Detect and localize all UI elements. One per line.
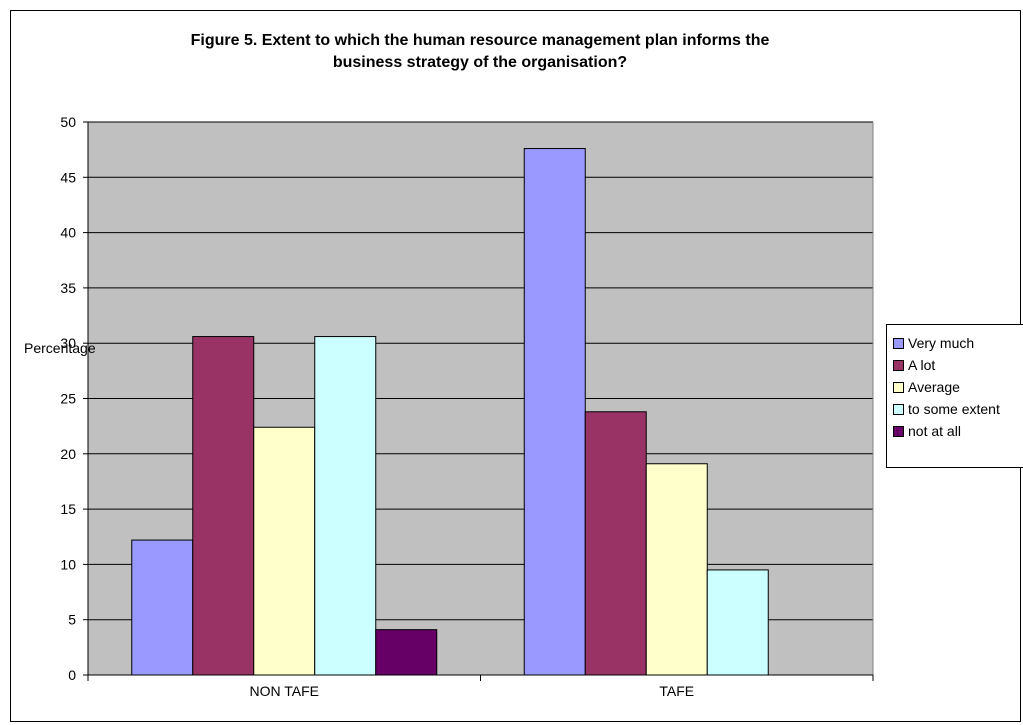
y-tick-label: 40 xyxy=(60,225,76,241)
y-tick-label: 30 xyxy=(60,335,76,351)
bar xyxy=(645,463,708,676)
legend-label: not at all xyxy=(908,423,961,439)
legend-item: Average xyxy=(893,379,960,395)
bar xyxy=(314,336,377,676)
legend: Very much A lot Average to some extent not a… xyxy=(886,324,1023,468)
y-tick-label: 15 xyxy=(60,501,76,517)
legend-swatch xyxy=(893,425,904,437)
y-tick-label: 20 xyxy=(60,446,76,462)
y-tick-label: 5 xyxy=(68,612,76,628)
legend-swatch xyxy=(893,381,904,393)
y-tick-label: 45 xyxy=(60,169,76,185)
bar xyxy=(131,539,194,676)
legend-label: Very much xyxy=(908,335,975,351)
bar xyxy=(706,569,769,676)
y-axis-label: Percentage xyxy=(24,340,96,356)
legend-label: A lot xyxy=(908,357,936,373)
bar xyxy=(253,426,316,676)
bar xyxy=(375,629,438,676)
y-tick-label: 50 xyxy=(60,114,76,130)
y-tick-label: 10 xyxy=(60,556,76,572)
legend-item: not at all xyxy=(893,423,961,439)
x-tick-label: NON TAFE xyxy=(250,683,320,699)
chart-title-line-2: business strategy of the organisation? xyxy=(332,54,628,71)
chart-title: Figure 5. Extent to which the human reso… xyxy=(0,30,960,74)
legend-swatch xyxy=(893,359,904,371)
bar xyxy=(584,411,647,676)
y-tick-label: 0 xyxy=(68,667,76,683)
y-tick-label: 35 xyxy=(60,280,76,296)
bar xyxy=(523,148,586,676)
y-tick-label: 25 xyxy=(60,391,76,407)
legend-item: A lot xyxy=(893,357,935,373)
bar xyxy=(192,336,255,676)
legend-swatch xyxy=(893,337,904,349)
x-tick-label: TAFE xyxy=(659,683,694,699)
legend-label: to some extent xyxy=(908,401,1000,417)
chart-title-line-1: Figure 5. Extent to which the human reso… xyxy=(190,32,770,49)
legend-item: Very much xyxy=(893,335,974,351)
legend-label: Average xyxy=(908,379,960,395)
legend-swatch xyxy=(893,403,904,415)
legend-item: to some extent xyxy=(893,401,1000,417)
